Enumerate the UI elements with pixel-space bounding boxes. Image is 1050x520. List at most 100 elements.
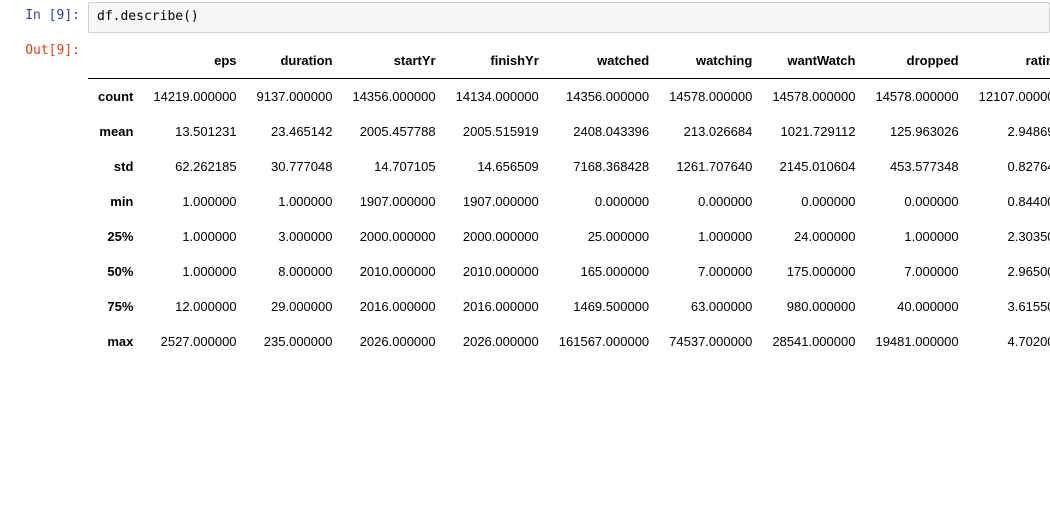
row-index: max [88, 324, 143, 359]
describe-table: epsdurationstartYrfinishYrwatchedwatchin… [88, 43, 1050, 359]
input-prompt-label: In [9]: [25, 8, 80, 23]
table-cell: 14134.000000 [446, 78, 549, 114]
table-row: min1.0000001.0000001907.0000001907.00000… [88, 184, 1050, 219]
table-cell: 13.501231 [143, 114, 246, 149]
table-cell: 2408.043396 [549, 114, 659, 149]
table-cell: 980.000000 [762, 289, 865, 324]
table-cell: 0.827642 [969, 149, 1050, 184]
row-index: 25% [88, 219, 143, 254]
column-header: startYr [342, 43, 445, 79]
table-cell: 1907.000000 [446, 184, 549, 219]
table-cell: 1.000000 [143, 219, 246, 254]
table-cell: 3.615500 [969, 289, 1050, 324]
code-text: df.describe() [97, 9, 199, 24]
table-cell: 7.000000 [865, 254, 968, 289]
table-cell: 161567.000000 [549, 324, 659, 359]
table-row: std62.26218530.77704814.70710514.6565097… [88, 149, 1050, 184]
output-cell-row: Out[9]: epsdurationstartYrfinishYrwatche… [0, 35, 1050, 361]
output-prompt: Out[9]: [0, 37, 88, 60]
table-cell: 4.702000 [969, 324, 1050, 359]
table-cell: 2005.457788 [342, 114, 445, 149]
row-index: min [88, 184, 143, 219]
table-cell: 1469.500000 [549, 289, 659, 324]
table-cell: 7.000000 [659, 254, 762, 289]
dataframe-wrap: epsdurationstartYrfinishYrwatchedwatchin… [88, 37, 1050, 359]
table-cell: 3.000000 [247, 219, 343, 254]
table-cell: 29.000000 [247, 289, 343, 324]
code-input[interactable]: df.describe() [88, 2, 1050, 33]
table-row: 50%1.0000008.0000002010.0000002010.00000… [88, 254, 1050, 289]
column-header: eps [143, 43, 246, 79]
table-cell: 14578.000000 [865, 78, 968, 114]
table-cell: 23.465142 [247, 114, 343, 149]
table-cell: 2026.000000 [342, 324, 445, 359]
input-prompt: In [9]: [0, 2, 88, 25]
table-cell: 0.000000 [659, 184, 762, 219]
row-index: 75% [88, 289, 143, 324]
table-cell: 14219.000000 [143, 78, 246, 114]
table-cell: 63.000000 [659, 289, 762, 324]
table-cell: 125.963026 [865, 114, 968, 149]
table-cell: 19481.000000 [865, 324, 968, 359]
table-row: 75%12.00000029.0000002016.0000002016.000… [88, 289, 1050, 324]
output-content: epsdurationstartYrfinishYrwatchedwatchin… [88, 37, 1050, 359]
table-cell: 2016.000000 [446, 289, 549, 324]
table-corner-blank [88, 43, 143, 79]
table-cell: 2000.000000 [342, 219, 445, 254]
table-body: count14219.0000009137.00000014356.000000… [88, 78, 1050, 359]
table-head: epsdurationstartYrfinishYrwatchedwatchin… [88, 43, 1050, 79]
table-cell: 14578.000000 [659, 78, 762, 114]
output-prompt-label: Out[9]: [25, 43, 80, 58]
table-row: mean13.50123123.4651422005.4577882005.51… [88, 114, 1050, 149]
table-cell: 14578.000000 [762, 78, 865, 114]
table-cell: 14356.000000 [342, 78, 445, 114]
row-index: 50% [88, 254, 143, 289]
table-cell: 30.777048 [247, 149, 343, 184]
table-cell: 0.000000 [762, 184, 865, 219]
table-cell: 62.262185 [143, 149, 246, 184]
table-cell: 14.707105 [342, 149, 445, 184]
table-cell: 2000.000000 [446, 219, 549, 254]
table-cell: 74537.000000 [659, 324, 762, 359]
table-cell: 2.303500 [969, 219, 1050, 254]
table-cell: 14.656509 [446, 149, 549, 184]
table-cell: 12107.000000 [969, 78, 1050, 114]
table-cell: 0.844000 [969, 184, 1050, 219]
table-cell: 453.577348 [865, 149, 968, 184]
column-header: watched [549, 43, 659, 79]
table-cell: 2016.000000 [342, 289, 445, 324]
table-cell: 1261.707640 [659, 149, 762, 184]
table-cell: 235.000000 [247, 324, 343, 359]
column-header: wantWatch [762, 43, 865, 79]
table-row: max2527.000000235.0000002026.0000002026.… [88, 324, 1050, 359]
column-header: finishYr [446, 43, 549, 79]
table-cell: 2005.515919 [446, 114, 549, 149]
column-header: watching [659, 43, 762, 79]
table-cell: 14356.000000 [549, 78, 659, 114]
row-index: count [88, 78, 143, 114]
table-cell: 0.000000 [865, 184, 968, 219]
table-cell: 25.000000 [549, 219, 659, 254]
table-row: count14219.0000009137.00000014356.000000… [88, 78, 1050, 114]
table-cell: 2145.010604 [762, 149, 865, 184]
table-cell: 0.000000 [549, 184, 659, 219]
table-cell: 1021.729112 [762, 114, 865, 149]
table-cell: 2010.000000 [446, 254, 549, 289]
table-cell: 8.000000 [247, 254, 343, 289]
table-cell: 40.000000 [865, 289, 968, 324]
table-cell: 24.000000 [762, 219, 865, 254]
table-cell: 1.000000 [143, 184, 246, 219]
table-cell: 12.000000 [143, 289, 246, 324]
column-header: dropped [865, 43, 968, 79]
table-header-row: epsdurationstartYrfinishYrwatchedwatchin… [88, 43, 1050, 79]
column-header: rating [969, 43, 1050, 79]
table-cell: 1.000000 [659, 219, 762, 254]
table-cell: 165.000000 [549, 254, 659, 289]
input-content: df.describe() [88, 2, 1050, 33]
table-cell: 2010.000000 [342, 254, 445, 289]
table-cell: 213.026684 [659, 114, 762, 149]
table-cell: 28541.000000 [762, 324, 865, 359]
column-header: duration [247, 43, 343, 79]
table-row: 25%1.0000003.0000002000.0000002000.00000… [88, 219, 1050, 254]
table-cell: 175.000000 [762, 254, 865, 289]
